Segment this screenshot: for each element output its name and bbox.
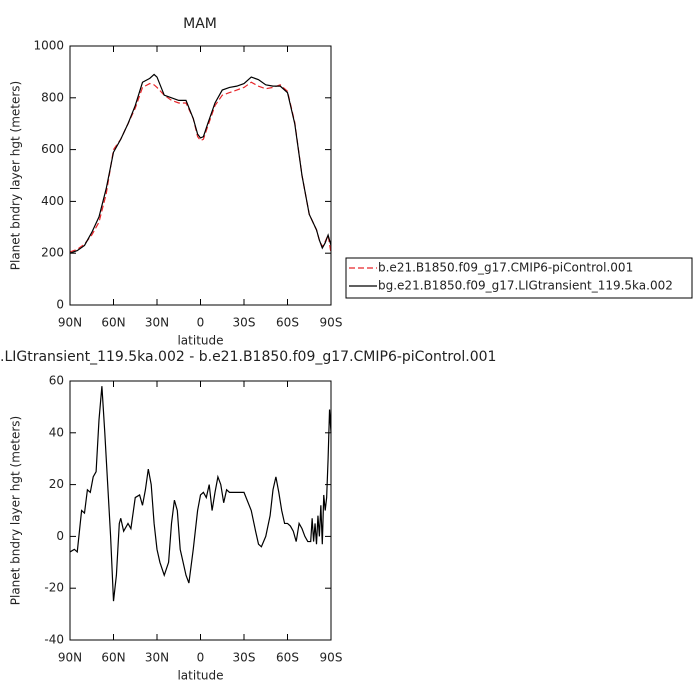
x-tick-label: 90S (320, 316, 343, 330)
y-tick-label: 800 (41, 90, 64, 104)
y-tick-label: 600 (41, 142, 64, 156)
y-tick-label: 0 (56, 529, 64, 543)
legend-label: b.e21.B1850.f09_g17.CMIP6-piControl.001 (378, 261, 633, 275)
x-axis-label: latitude (177, 669, 223, 683)
x-tick-label: 90N (58, 316, 82, 330)
x-tick-label: 0 (197, 651, 205, 665)
y-tick-label: 60 (49, 374, 64, 388)
y-tick-label: 200 (41, 246, 64, 260)
legend-label: bg.e21.B1850.f09_g17.LIGtransient_119.5k… (378, 279, 673, 293)
x-tick-label: 90S (320, 651, 343, 665)
x-tick-label: 60N (101, 651, 125, 665)
y-tick-label: 400 (41, 194, 64, 208)
y-tick-label: 40 (49, 425, 64, 439)
x-tick-label: 30S (233, 316, 256, 330)
legend-box (345, 257, 693, 299)
x-axis-label: latitude (177, 334, 223, 348)
y-tick-label: -40 (44, 633, 64, 647)
plot-frame (69, 45, 332, 306)
chart-title: MAM (183, 16, 217, 32)
chart-title: .LIGtransient_119.5ka.002 - b.e21.B1850.… (0, 349, 496, 365)
x-tick-label: 30N (145, 316, 169, 330)
plot-frame (69, 380, 332, 641)
y-tick-label: 0 (56, 298, 64, 312)
data-line (69, 386, 332, 602)
x-tick-label: 0 (197, 316, 205, 330)
data-line (69, 73, 332, 254)
data-line (69, 81, 332, 254)
x-tick-label: 90N (58, 651, 82, 665)
x-tick-label: 60N (101, 316, 125, 330)
y-tick-label: 1000 (33, 39, 64, 53)
x-tick-label: 30N (145, 651, 169, 665)
y-tick-label: 20 (49, 477, 64, 491)
y-axis-label: Planet bndry layer hgt (meters) (9, 81, 23, 271)
x-tick-label: 60S (276, 316, 299, 330)
x-tick-label: 30S (233, 651, 256, 665)
y-tick-label: -20 (44, 581, 64, 595)
y-axis-label: Planet bndry layer hgt (meters) (9, 416, 23, 606)
x-tick-label: 60S (276, 651, 299, 665)
